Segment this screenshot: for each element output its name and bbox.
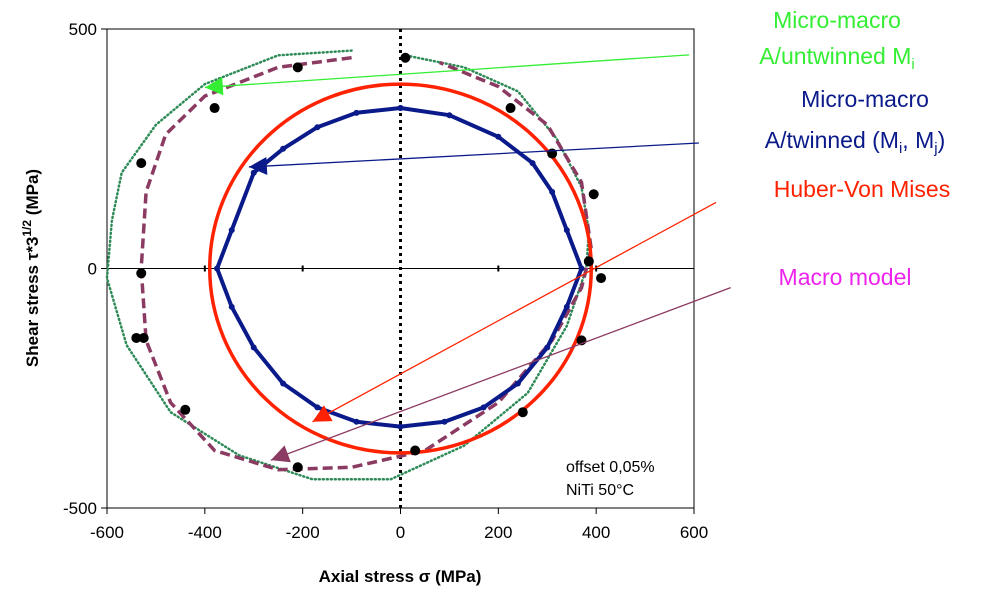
series-twinned-marker bbox=[353, 418, 360, 425]
note-offset: offset 0,05% bbox=[566, 459, 655, 476]
x-tick-label: 400 bbox=[582, 523, 610, 542]
series-twinned-marker bbox=[250, 169, 257, 176]
series-twinned-marker bbox=[563, 227, 570, 234]
series-twinned-marker bbox=[446, 112, 453, 119]
experimental-point bbox=[505, 103, 516, 114]
experimental-point bbox=[588, 189, 599, 200]
series-twinned-marker bbox=[514, 380, 521, 387]
series-twinned-marker bbox=[250, 344, 257, 351]
series-twinned-marker bbox=[529, 160, 536, 167]
series-twinned-marker bbox=[495, 133, 502, 140]
annotation-arrow-line bbox=[248, 142, 699, 168]
series-twinned-marker bbox=[397, 105, 404, 112]
annotation-arrow-line bbox=[312, 201, 717, 423]
series-twinned-marker bbox=[480, 404, 487, 411]
experimental-point bbox=[596, 273, 607, 284]
x-tick-label: 200 bbox=[484, 523, 512, 542]
x-tick-label: -400 bbox=[188, 523, 222, 542]
annotation-untwinned: Micro-macro A/untwinned Mi bbox=[759, 7, 914, 73]
series-untwinned-line bbox=[105, 49, 591, 481]
experimental-point bbox=[131, 332, 142, 343]
annotation-arrow-head bbox=[270, 445, 291, 463]
series-twinned-marker bbox=[353, 109, 360, 116]
series-twinned-marker bbox=[397, 423, 404, 430]
annotation-arrow-head bbox=[312, 405, 333, 422]
series-twinned-marker bbox=[228, 303, 235, 310]
y-tick-label: 500 bbox=[69, 20, 97, 39]
annotation-arrow-head bbox=[204, 77, 224, 96]
annotation-von-mises: Huber-Von Mises bbox=[774, 176, 950, 202]
series-macro-line bbox=[139, 55, 594, 472]
x-axis-title: Axial stress σ (MPa) bbox=[319, 567, 482, 586]
series-von-mises-ellipse bbox=[207, 82, 594, 455]
series-twinned-marker bbox=[314, 404, 321, 411]
series-twinned-marker bbox=[578, 265, 585, 272]
experimental-point bbox=[136, 158, 147, 169]
experimental-point bbox=[410, 445, 421, 456]
series-twinned-marker bbox=[549, 188, 556, 195]
annotation-untwinned-line1: Micro-macro bbox=[773, 7, 901, 33]
experimental-point bbox=[180, 404, 191, 415]
experimental-point bbox=[517, 407, 528, 418]
experimental-point bbox=[292, 62, 303, 73]
experimental-points bbox=[131, 52, 607, 473]
series-twinned-marker bbox=[214, 265, 221, 272]
annotation-untwinned-line2: A/untwinned Mi bbox=[759, 43, 914, 73]
annotation-twinned-line1: Micro-macro bbox=[801, 86, 929, 112]
series-layer bbox=[105, 49, 594, 481]
annotation-twinned-line2: A/twinned (Mi, Mj) bbox=[765, 127, 946, 157]
series-twinned-marker bbox=[280, 145, 287, 152]
annotation-macro-model: Macro model bbox=[779, 264, 912, 290]
x-tick-label: -200 bbox=[286, 523, 320, 542]
experimental-point bbox=[292, 462, 303, 473]
y-tick-label: -500 bbox=[63, 499, 97, 518]
x-tick-label: 600 bbox=[680, 523, 708, 542]
x-tick-label: 0 bbox=[396, 523, 405, 542]
experimental-point bbox=[400, 52, 411, 63]
series-twinned-marker bbox=[544, 344, 551, 351]
experimental-point bbox=[209, 103, 220, 114]
experimental-point bbox=[136, 268, 147, 279]
annotation-arrow-head bbox=[248, 157, 268, 175]
series-twinned-marker bbox=[563, 303, 570, 310]
series-twinned-marker bbox=[441, 418, 448, 425]
annotation-arrows bbox=[204, 54, 731, 463]
note-material: NiTi 50°C bbox=[566, 482, 634, 499]
annotation-arrow-line bbox=[204, 54, 690, 89]
y-tick-label: 0 bbox=[88, 260, 97, 279]
x-tick-label: -600 bbox=[90, 523, 124, 542]
series-twinned-marker bbox=[280, 380, 287, 387]
series-twinned-marker bbox=[228, 227, 235, 234]
annotation-arrow-line bbox=[270, 287, 731, 461]
annotation-twinned: Micro-macro A/twinned (Mi, Mj) bbox=[765, 86, 946, 157]
experimental-point bbox=[583, 256, 594, 267]
experimental-point bbox=[138, 332, 149, 343]
y-axis-title: Shear stress τ*31/2 (MPa) bbox=[20, 169, 42, 367]
series-twinned-marker bbox=[314, 124, 321, 131]
